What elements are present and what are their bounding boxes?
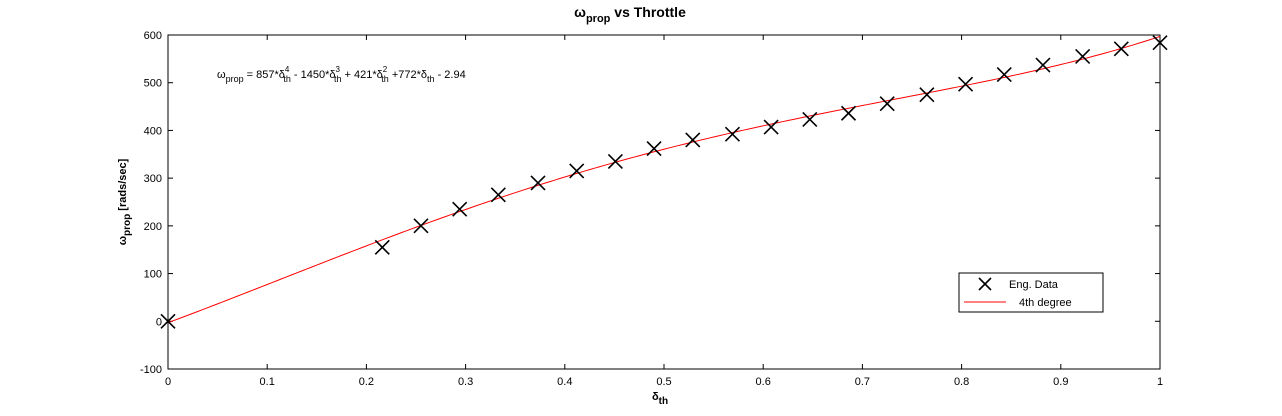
marker-stroke [996, 67, 1012, 83]
data-point-marker [996, 67, 1012, 83]
data-point-marker [840, 105, 857, 121]
data-point-marker [1075, 48, 1091, 65]
series-line-4th-degree [167, 35, 1161, 324]
legend-label-4th-degree: 4th degree [1019, 297, 1072, 309]
series-eng-data [160, 35, 1168, 329]
data-point-marker [1113, 41, 1129, 57]
legend: Eng. Data 4th degree [958, 272, 1104, 313]
data-point-marker [958, 76, 974, 92]
data-point-marker [1035, 57, 1051, 73]
legend-marker-x [978, 277, 992, 291]
marker-stroke [413, 218, 429, 234]
marker-stroke [879, 96, 895, 112]
equation-annotation: ωprop = 857*δ4 th - 1450*δ3 th + 421*δ2 th … [217, 65, 466, 84]
data-point-marker [724, 126, 741, 142]
x-tick-label: 0.7 [855, 376, 870, 388]
chart-title: ωprop vs Throttle [574, 4, 686, 25]
data-point-marker [490, 187, 506, 203]
marker-stroke [452, 201, 468, 217]
data-point-marker [160, 313, 176, 329]
data-point-marker [413, 218, 429, 234]
marker-stroke [569, 163, 585, 179]
data-point-marker [763, 119, 779, 135]
x-tick-label: 0.4 [557, 376, 572, 388]
marker-stroke [919, 87, 935, 103]
y-tick-label: 0 [156, 316, 162, 328]
marker-stroke [530, 175, 546, 191]
data-point-marker [374, 239, 390, 255]
x-tick-label: 0.5 [656, 376, 671, 388]
x-tick-label: 0 [165, 376, 171, 388]
data-point-marker [685, 132, 701, 148]
data-point-marker [879, 96, 895, 112]
y-tick-label: 600 [144, 30, 162, 42]
legend-label-eng-data: Eng. Data [1009, 279, 1059, 291]
y-tick-label: 100 [144, 269, 162, 281]
plot-area [167, 34, 1161, 370]
marker-stroke [490, 187, 506, 203]
marker-stroke [1075, 48, 1091, 65]
x-tick-label: 0.2 [359, 376, 374, 388]
x-tick-label: 0.8 [954, 376, 969, 388]
y-axis: -100 0 100 200 300 400 500 600 [140, 30, 1160, 376]
y-tick-label: -100 [140, 364, 162, 376]
x-axis: 0 0.1 0.2 0.3 0.4 0.5 0.6 0.7 0.8 0.9 1 [165, 35, 1163, 388]
marker-stroke [1113, 41, 1129, 57]
y-tick-label: 500 [144, 78, 162, 90]
marker-stroke [1152, 35, 1168, 51]
marker-stroke [1035, 57, 1051, 73]
data-point-marker [452, 201, 468, 217]
x-tick-label: 0.9 [1053, 376, 1068, 388]
marker-stroke [763, 119, 779, 135]
data-point-marker [646, 140, 662, 157]
marker-stroke [646, 140, 662, 157]
data-point-marker [569, 163, 585, 179]
legend-box [958, 272, 1104, 313]
data-point-marker [530, 175, 546, 191]
data-point-marker [607, 153, 623, 170]
y-tick-label: 300 [144, 173, 162, 185]
marker-stroke [840, 105, 857, 121]
data-point-marker [919, 87, 935, 103]
y-axis-label: ωprop [rads/sec] [117, 158, 133, 245]
marker-stroke [724, 126, 741, 142]
x-axis-label: δth [652, 391, 668, 407]
x-tick-label: 0.3 [458, 376, 473, 388]
y-tick-label: 200 [144, 221, 162, 233]
marker-stroke [374, 239, 390, 255]
marker-stroke [958, 76, 974, 92]
marker-stroke [685, 132, 701, 148]
marker-stroke [160, 313, 176, 329]
x-tick-label: 1 [1157, 376, 1163, 388]
data-point-marker [1152, 35, 1168, 51]
marker-stroke [607, 153, 623, 170]
x-tick-label: 0.1 [260, 376, 275, 388]
x-tick-label: 0.6 [756, 376, 771, 388]
marker-stroke [802, 111, 818, 128]
data-point-marker [802, 111, 818, 128]
y-tick-label: 400 [144, 125, 162, 137]
